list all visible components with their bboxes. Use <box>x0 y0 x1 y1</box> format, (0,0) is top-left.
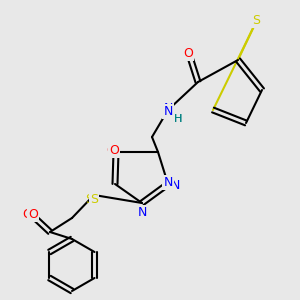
Text: S: S <box>252 17 260 30</box>
Text: O: O <box>28 208 38 221</box>
Text: S: S <box>90 193 98 206</box>
Text: H: H <box>174 114 182 124</box>
Text: N: N <box>170 179 180 192</box>
Text: O: O <box>106 144 116 157</box>
Text: O: O <box>183 47 193 60</box>
Text: N: N <box>163 105 173 118</box>
Text: O: O <box>183 47 193 60</box>
Text: O: O <box>109 144 119 157</box>
Text: H: H <box>174 114 182 124</box>
Text: N: N <box>163 105 173 118</box>
Text: S: S <box>252 14 260 27</box>
Text: O: O <box>22 208 32 221</box>
Text: N: N <box>137 206 147 219</box>
Text: N: N <box>137 206 147 219</box>
Text: S: S <box>85 193 93 206</box>
Text: N: N <box>163 102 173 115</box>
Text: N: N <box>163 176 173 189</box>
